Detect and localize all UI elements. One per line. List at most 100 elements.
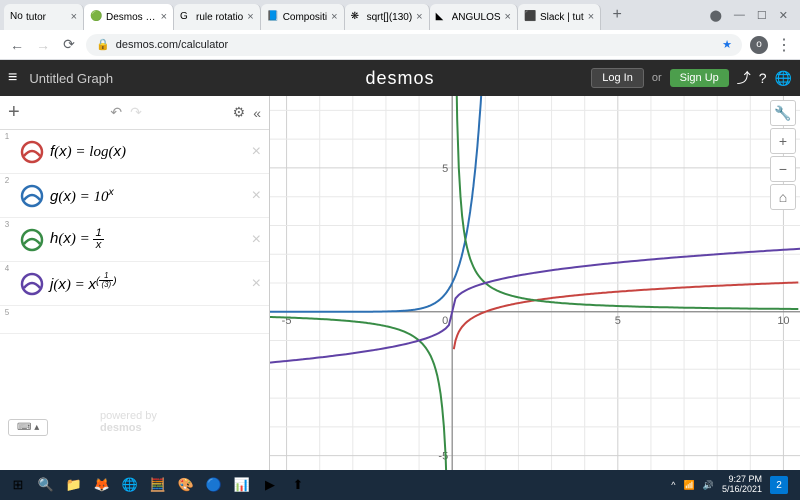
browser-tab[interactable]: Notutor× — [4, 4, 84, 30]
taskbar-app-icon[interactable]: 🔵 — [200, 472, 228, 498]
new-tab-button[interactable]: + — [605, 3, 629, 27]
tab-close-icon[interactable]: × — [71, 11, 77, 23]
taskbar-app-icon[interactable]: 🔍 — [32, 472, 60, 498]
taskbar-app-icon[interactable]: ⬆ — [284, 472, 312, 498]
close-window-button[interactable]: ✕ — [779, 9, 788, 22]
taskbar-app-icon[interactable]: ⊞ — [4, 472, 32, 498]
graph-area[interactable]: -55105-50 🔧 + − ⌂ — [270, 96, 800, 470]
expression-index: 5 — [0, 306, 14, 317]
tab-title: rule rotatio — [196, 12, 243, 23]
tab-close-icon[interactable]: × — [505, 11, 511, 23]
help-icon[interactable]: ? — [759, 70, 767, 86]
or-text: or — [652, 72, 662, 84]
svg-text:5: 5 — [615, 315, 621, 327]
undo-button[interactable]: ↶ — [110, 104, 122, 121]
tab-title: tutor — [26, 12, 67, 23]
system-tray: ^ 📶 🔊 9:27 PM 5/16/2021 2 — [671, 475, 796, 495]
svg-text:0: 0 — [442, 315, 448, 327]
browser-tab[interactable]: 🟢Desmos | G× — [84, 4, 174, 30]
taskbar-app-icon[interactable]: 📊 — [228, 472, 256, 498]
expression-row[interactable]: 5 — [0, 306, 269, 334]
delete-expression-icon[interactable]: × — [252, 275, 261, 293]
taskbar-app-icon[interactable]: 🎨 — [172, 472, 200, 498]
browser-toolbar: ← → ⟳ 🔒 desmos.com/calculator ★ o ⋮ — [0, 30, 800, 60]
address-bar[interactable]: 🔒 desmos.com/calculator ★ — [86, 34, 742, 56]
expression-formula[interactable]: h(x) = 1x — [50, 228, 252, 252]
browser-tab[interactable]: ⬛ Slack | tut × — [518, 4, 601, 30]
delete-expression-icon[interactable]: × — [252, 231, 261, 249]
expression-formula[interactable]: g(x) = 10x — [50, 186, 252, 206]
redo-button[interactable]: ↷ — [130, 104, 142, 121]
browser-tab[interactable]: ❋sqrt[](130)× — [345, 4, 430, 30]
url-text: desmos.com/calculator — [116, 39, 229, 51]
tab-favicon: 📘 — [267, 11, 279, 23]
notification-badge[interactable]: 2 — [770, 476, 788, 494]
expression-color-icon[interactable] — [20, 272, 44, 296]
tab-favicon: G — [180, 11, 192, 23]
reload-button[interactable]: ⟳ — [60, 36, 78, 53]
graph-title[interactable]: Untitled Graph — [29, 71, 113, 86]
volume-icon[interactable]: 🔊 — [703, 480, 714, 491]
add-expression-button[interactable]: + — [8, 101, 20, 124]
delete-expression-icon[interactable]: × — [252, 143, 261, 161]
expression-row[interactable]: 3 h(x) = 1x× — [0, 218, 269, 262]
tab-close-icon[interactable]: × — [588, 11, 594, 23]
clock[interactable]: 9:27 PM 5/16/2021 — [722, 475, 762, 495]
keypad-toggle[interactable]: ⌨ ▴ — [8, 419, 48, 436]
share-icon[interactable]: ⤴ — [737, 68, 751, 88]
tab-title: sqrt[](130) — [367, 12, 413, 23]
browser-tab[interactable]: ◣ ÁNGULOS × — [430, 4, 518, 30]
tab-close-icon[interactable]: × — [247, 11, 253, 23]
desmos-header: ≡ Untitled Graph desmos Log In or Sign U… — [0, 60, 800, 96]
expression-formula[interactable]: f(x) = log(x) — [50, 143, 252, 161]
wifi-icon[interactable]: 📶 — [684, 480, 695, 491]
expression-row[interactable]: 4j(x) = x(1(3))× — [0, 262, 269, 306]
chrome-menu-button[interactable]: ⋮ — [776, 35, 792, 55]
maximize-button[interactable]: ☐ — [757, 9, 767, 22]
taskbar-app-icon[interactable]: 📁 — [60, 472, 88, 498]
delete-expression-icon[interactable]: × — [252, 187, 261, 205]
hamburger-menu-icon[interactable]: ≡ — [8, 69, 17, 87]
bookmark-star-icon[interactable]: ★ — [722, 38, 732, 51]
taskbar-app-icon[interactable]: 🦊 — [88, 472, 116, 498]
login-button[interactable]: Log In — [591, 68, 644, 88]
minimize-button[interactable]: — — [734, 9, 745, 22]
profile-avatar[interactable]: o — [750, 36, 768, 54]
taskbar-app-icon[interactable]: 🌐 — [116, 472, 144, 498]
expression-row[interactable]: 2g(x) = 10x× — [0, 174, 269, 218]
desmos-logo: desmos — [365, 68, 434, 89]
tab-favicon: ⬛ — [524, 11, 536, 23]
expression-color-icon[interactable] — [20, 228, 44, 252]
zoom-out-button[interactable]: − — [770, 156, 796, 182]
signup-button[interactable]: Sign Up — [670, 69, 729, 87]
taskbar-app-icon[interactable]: ▶ — [256, 472, 284, 498]
tray-chevron-icon[interactable]: ^ — [671, 480, 675, 490]
lock-icon: 🔒 — [96, 38, 110, 51]
tab-favicon: 🟢 — [90, 11, 102, 23]
forward-button[interactable]: → — [34, 37, 52, 53]
expression-color-icon[interactable] — [20, 184, 44, 208]
tab-title: ÁNGULOS — [452, 12, 501, 23]
expression-color-icon[interactable] — [20, 140, 44, 164]
collapse-panel-icon[interactable]: « — [253, 105, 261, 121]
zoom-in-button[interactable]: + — [770, 128, 796, 154]
language-icon[interactable]: 🌐 — [775, 70, 792, 87]
tab-favicon: ◣ — [436, 11, 448, 23]
wrench-icon[interactable]: 🔧 — [770, 100, 796, 126]
home-zoom-button[interactable]: ⌂ — [770, 184, 796, 210]
tab-close-icon[interactable]: × — [331, 11, 337, 23]
settings-gear-icon[interactable]: ⚙ — [233, 104, 246, 121]
expression-formula[interactable]: j(x) = x(1(3)) — [50, 272, 252, 294]
browser-tab[interactable]: 📘 Compositi × — [261, 4, 345, 30]
tab-title: Slack | tut — [540, 12, 584, 23]
tab-close-icon[interactable]: × — [161, 11, 167, 23]
browser-tab-strip: Notutor×🟢Desmos | G×Grule rotatio×📘Compo… — [0, 0, 800, 30]
tab-title: Compositi — [283, 12, 327, 23]
back-button[interactable]: ← — [8, 37, 26, 53]
tab-close-icon[interactable]: × — [416, 11, 422, 23]
expression-row[interactable]: 1f(x) = log(x)× — [0, 130, 269, 174]
browser-tab[interactable]: Grule rotatio × — [174, 4, 261, 30]
graph-canvas[interactable]: -55105-50 — [270, 96, 800, 470]
taskbar-app-icon[interactable]: 🧮 — [144, 472, 172, 498]
expression-index: 3 — [0, 218, 14, 229]
